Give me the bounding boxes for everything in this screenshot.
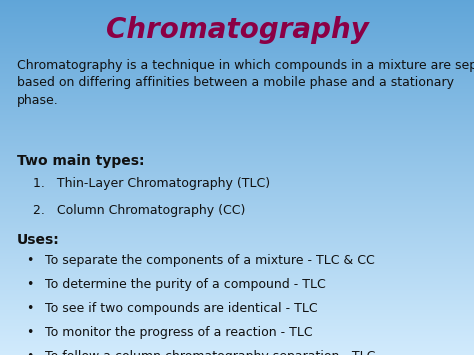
Text: 1.   Thin-Layer Chromatography (TLC): 1. Thin-Layer Chromatography (TLC) xyxy=(33,178,270,191)
Text: To see if two compounds are identical - TLC: To see if two compounds are identical - … xyxy=(45,302,318,315)
Text: To follow a column chromatography separation - TLC: To follow a column chromatography separa… xyxy=(45,350,375,355)
Text: •: • xyxy=(26,278,34,291)
Text: Chromatography: Chromatography xyxy=(106,16,368,44)
Text: •: • xyxy=(26,254,34,267)
Text: •: • xyxy=(26,350,34,355)
Text: To determine the purity of a compound - TLC: To determine the purity of a compound - … xyxy=(45,278,326,291)
Text: To separate the components of a mixture - TLC & CC: To separate the components of a mixture … xyxy=(45,254,375,267)
Text: Chromatography is a technique in which compounds in a mixture are separated
base: Chromatography is a technique in which c… xyxy=(17,59,474,106)
Text: To monitor the progress of a reaction - TLC: To monitor the progress of a reaction - … xyxy=(45,326,313,339)
Text: •: • xyxy=(26,302,34,315)
Text: •: • xyxy=(26,326,34,339)
Text: Uses:: Uses: xyxy=(17,233,59,246)
Text: 2.   Column Chromatography (CC): 2. Column Chromatography (CC) xyxy=(33,204,246,217)
Text: Two main types:: Two main types: xyxy=(17,154,144,168)
